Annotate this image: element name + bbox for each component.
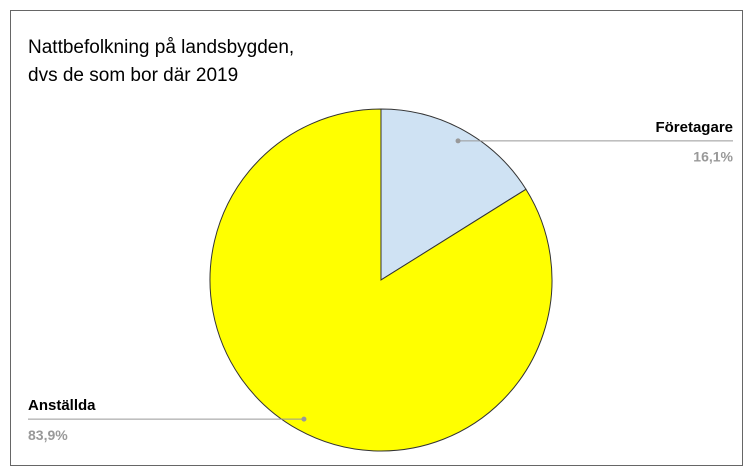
slice-label: Anställda xyxy=(28,397,96,414)
leader-dot xyxy=(455,138,461,144)
slice-label: Företagare xyxy=(655,119,733,136)
chart-title: Nattbefolkning på landsbygden, xyxy=(28,37,294,58)
slice-value: 16,1% xyxy=(693,149,733,165)
pie-slice xyxy=(380,108,527,281)
chart-title: dvs de som bor där 2019 xyxy=(28,65,238,86)
slice-value: 83,9% xyxy=(28,427,68,443)
pie-slice xyxy=(209,108,553,452)
leader-dot xyxy=(301,416,307,422)
